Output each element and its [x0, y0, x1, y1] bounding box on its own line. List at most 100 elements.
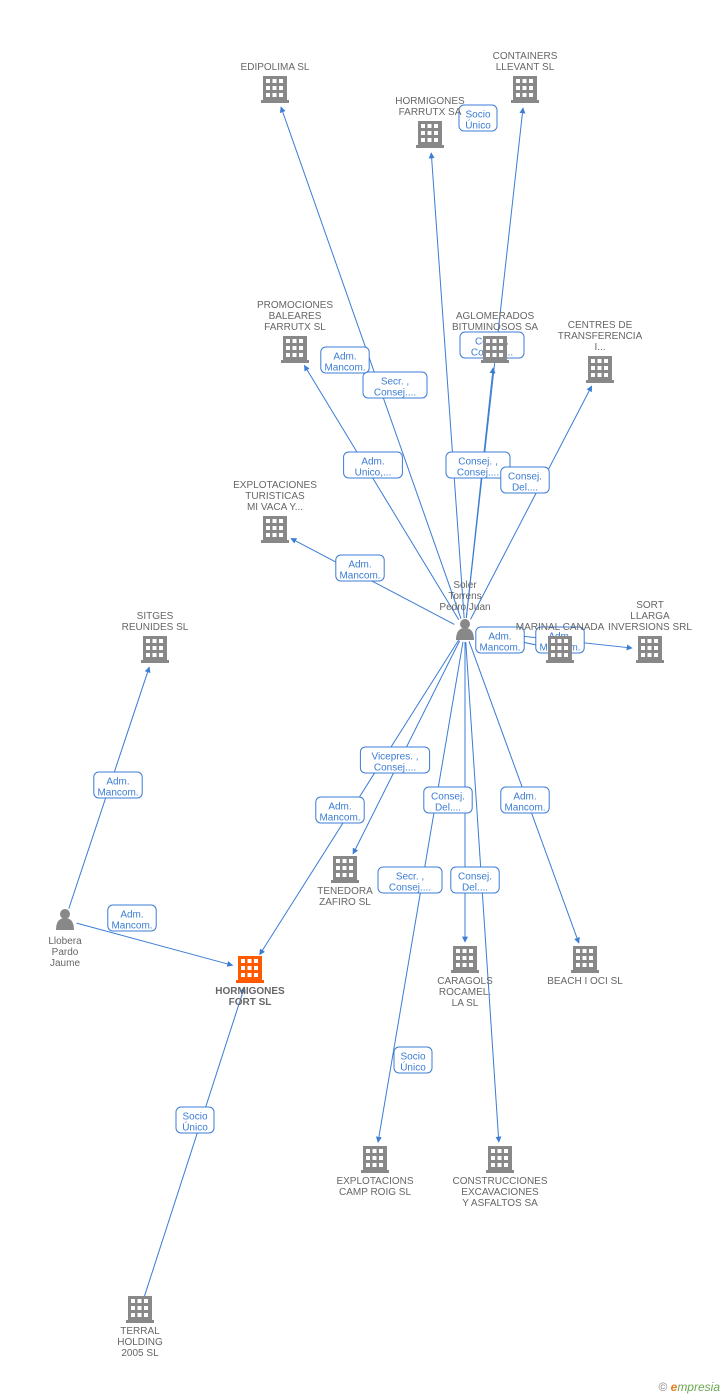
node-label: FARRUTX SL: [264, 322, 326, 333]
svg-text:Del....: Del....: [435, 802, 461, 813]
building-icon[interactable]: EDIPOLIMA SL: [241, 62, 310, 103]
node-label: ZAFIRO SL: [319, 897, 371, 908]
node-label: AGLOMERADOS: [456, 311, 535, 322]
node-label: TENEDORA: [317, 886, 373, 897]
svg-text:Consej.: Consej.: [508, 471, 542, 482]
node-label: MARINAL CANADA: [516, 622, 605, 633]
building-icon[interactable]: CONTAINERSLLEVANT SL: [493, 51, 558, 103]
svg-text:Unico,...: Unico,...: [355, 467, 392, 478]
svg-text:Consej....: Consej....: [389, 882, 431, 893]
node-label: HOLDING: [117, 1337, 163, 1348]
svg-text:Socio: Socio: [182, 1111, 207, 1122]
node-label: FARRUTX SA: [399, 107, 462, 118]
svg-text:Mancom.: Mancom.: [324, 362, 365, 373]
edge-label: Adm.Mancom.: [336, 555, 384, 581]
building-icon[interactable]: MARINAL CANADA: [516, 622, 605, 663]
node-label: TRANSFERENCIA: [558, 331, 643, 342]
node-label: Llobera: [48, 936, 82, 947]
building-icon[interactable]: HORMIGONESFARRUTX SA: [395, 96, 465, 148]
building-icon[interactable]: TERRALHOLDING2005 SL: [117, 1296, 163, 1359]
building-icon[interactable]: TENEDORAZAFIRO SL: [317, 856, 373, 908]
node-label: HORMIGONES: [215, 986, 285, 997]
node-label: Soler: [453, 580, 477, 591]
node-label: EDIPOLIMA SL: [241, 62, 310, 73]
building-icon[interactable]: CONSTRUCCIONESEXCAVACIONESY ASFALTOS SA: [452, 1146, 547, 1209]
node-label: I...: [594, 342, 605, 353]
svg-text:Socio: Socio: [465, 109, 490, 120]
building-icon[interactable]: CENTRES DETRANSFERENCIAI...: [558, 320, 643, 383]
svg-text:Único: Único: [400, 1060, 426, 1073]
svg-text:Consej....: Consej....: [374, 387, 416, 398]
person-icon[interactable]: LloberaPardoJaume: [48, 909, 82, 969]
svg-text:Adm.: Adm.: [120, 909, 143, 920]
edge-label: Consej.Del....: [451, 867, 499, 893]
brand-rest: mpresia: [677, 1380, 720, 1394]
node-label: Pedro Juan: [439, 602, 490, 613]
node-label: SORT: [636, 600, 664, 611]
node-label: LLARGA: [630, 611, 670, 622]
svg-text:Único: Único: [182, 1120, 208, 1133]
edge-label: Secr. ,Consej....: [378, 867, 442, 893]
edge-label: Vicepres. ,Consej....: [360, 747, 429, 773]
svg-text:Secr. ,: Secr. ,: [396, 871, 424, 882]
node-label: HORMIGONES: [395, 96, 465, 107]
edge-label: Adm.Mancom.: [501, 787, 549, 813]
node-label: Y ASFALTOS SA: [462, 1198, 538, 1209]
building-icon[interactable]: EXPLOTACIONSCAMP ROIG SL: [336, 1146, 413, 1198]
svg-text:Vicepres. ,: Vicepres. ,: [371, 751, 418, 762]
node-label: TURISTICAS: [245, 491, 305, 502]
svg-text:Secr. ,: Secr. ,: [381, 376, 409, 387]
svg-text:Único: Único: [465, 118, 491, 131]
svg-text:Del....: Del....: [462, 882, 488, 893]
node-label: EXCAVACIONES: [461, 1187, 539, 1198]
svg-text:Mancom.: Mancom.: [479, 642, 520, 653]
svg-text:Adm.: Adm.: [361, 456, 384, 467]
node-label: SITGES: [137, 611, 174, 622]
node-label: CARAGOLS: [437, 976, 493, 987]
svg-text:Mancom.: Mancom.: [111, 920, 152, 931]
svg-text:Consej.: Consej.: [458, 871, 492, 882]
edge-label: Adm.Mancom.: [321, 347, 369, 373]
svg-text:Mancom.: Mancom.: [319, 812, 360, 823]
svg-text:Adm.: Adm.: [333, 351, 356, 362]
building-icon[interactable]: CARAGOLSROCAMEL.LA SL: [437, 946, 493, 1009]
svg-text:Mancom.: Mancom.: [339, 570, 380, 581]
node-label: FORT SL: [229, 997, 272, 1008]
svg-text:Consej....: Consej....: [457, 467, 499, 478]
svg-text:Del....: Del....: [512, 482, 538, 493]
building-icon[interactable]: SORTLLARGAINVERSIONS SRL: [608, 600, 692, 663]
edge-label: Consej.Del....: [424, 787, 472, 813]
svg-text:Consej....: Consej....: [374, 762, 416, 773]
node-label: CONTAINERS: [493, 51, 558, 62]
node-label: BEACH I OCI SL: [547, 976, 623, 987]
copyright: ©: [658, 1380, 667, 1394]
edge-label: SocioÚnico: [176, 1107, 214, 1133]
node-label: LLEVANT SL: [496, 62, 555, 73]
node-label: TERRAL: [120, 1326, 160, 1337]
node-label: BALEARES: [269, 311, 322, 322]
svg-text:Adm.: Adm.: [348, 559, 371, 570]
edge-label: Secr. ,Consej....: [363, 372, 427, 398]
node-label: EXPLOTACIONS: [336, 1176, 413, 1187]
edge-label: Adm.Mancom.: [94, 772, 142, 798]
svg-text:Consej.: Consej.: [431, 791, 465, 802]
svg-text:Adm.: Adm.: [106, 776, 129, 787]
node-label: ROCAMEL.: [439, 987, 491, 998]
node-label: Jaume: [50, 958, 80, 969]
building-icon[interactable]: SITGESREUNIDES SL: [122, 611, 189, 663]
node-label: 2005 SL: [121, 1348, 159, 1359]
svg-text:Adm.: Adm.: [488, 631, 511, 642]
node-label: MI VACA Y...: [247, 502, 303, 513]
node-label: REUNIDES SL: [122, 622, 189, 633]
edge-label: Adm.Mancom.: [108, 905, 156, 931]
node-label: LA SL: [452, 998, 479, 1009]
building-icon[interactable]: BEACH I OCI SL: [547, 946, 623, 987]
edge-label: Consej.Del....: [501, 467, 549, 493]
svg-text:Mancom.: Mancom.: [97, 787, 138, 798]
node-label: PROMOCIONES: [257, 300, 333, 311]
node-label: Pardo: [52, 947, 79, 958]
building-icon[interactable]: EXPLOTACIONESTURISTICASMI VACA Y...: [233, 480, 317, 543]
network-diagram: Secr. ,Consej....SocioÚnicoAdm.Mancom.Ad…: [0, 0, 728, 1400]
svg-text:Adm.: Adm.: [328, 801, 351, 812]
node-label: INVERSIONS SRL: [608, 622, 692, 633]
